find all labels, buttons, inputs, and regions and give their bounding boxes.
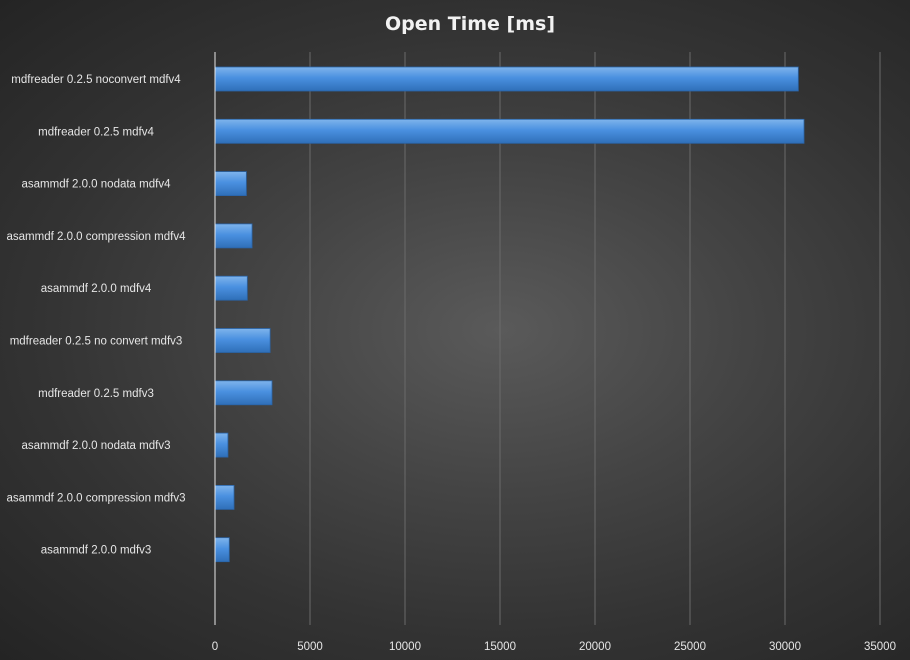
- bar: [214, 66, 799, 92]
- bar: [214, 118, 805, 144]
- bar: [214, 275, 248, 301]
- x-tick-label: 10000: [389, 641, 421, 653]
- gridlines: [309, 52, 881, 625]
- x-axis-tick-labels: 0 5000 10000 15000 20000 25000 30000 35000: [212, 641, 896, 653]
- bars: [214, 66, 805, 563]
- x-tick-label: 0: [212, 641, 218, 653]
- category-label: asammdf 2.0.0 mdfv4: [41, 283, 152, 295]
- bar: [214, 537, 230, 563]
- category-label: asammdf 2.0.0 compression mdfv4: [7, 231, 187, 243]
- category-labels: mdfreader 0.2.5 noconvert mdfv4 mdfreader…: [7, 74, 187, 557]
- x-tick-label: 25000: [674, 641, 706, 653]
- category-label: asammdf 2.0.0 nodata mdfv4: [22, 179, 172, 191]
- category-label: asammdf 2.0.0 mdfv3: [41, 545, 152, 557]
- bar: [214, 328, 271, 353]
- x-tick-label: 20000: [579, 641, 611, 653]
- category-label: mdfreader 0.2.5 noconvert mdfv4: [11, 74, 181, 86]
- category-label: mdfreader 0.2.5 mdfv3: [38, 388, 154, 400]
- x-tick-label: 30000: [769, 641, 801, 653]
- bar: [214, 223, 253, 249]
- x-tick-label: 15000: [484, 641, 516, 653]
- x-tick-label: 35000: [864, 641, 896, 653]
- category-label: mdfreader 0.2.5 mdfv4: [38, 126, 154, 138]
- bar: [214, 484, 235, 510]
- category-label: mdfreader 0.2.5 no convert mdfv3: [10, 336, 183, 348]
- category-label: asammdf 2.0.0 compression mdfv3: [7, 492, 186, 504]
- bar: [214, 380, 273, 406]
- bar: [214, 432, 229, 458]
- chart-title: Open Time [ms]: [385, 13, 555, 35]
- x-tick-label: 5000: [297, 641, 323, 653]
- bar: [214, 171, 247, 197]
- category-label: asammdf 2.0.0 nodata mdfv3: [22, 440, 171, 452]
